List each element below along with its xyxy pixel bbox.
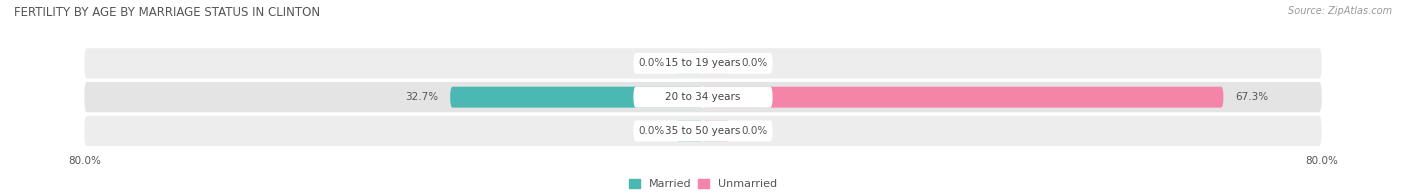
FancyBboxPatch shape bbox=[450, 87, 703, 108]
FancyBboxPatch shape bbox=[633, 121, 773, 141]
FancyBboxPatch shape bbox=[84, 48, 1322, 79]
Text: 0.0%: 0.0% bbox=[742, 126, 768, 136]
FancyBboxPatch shape bbox=[703, 53, 730, 74]
Text: 35 to 50 years: 35 to 50 years bbox=[665, 126, 741, 136]
FancyBboxPatch shape bbox=[676, 53, 703, 74]
FancyBboxPatch shape bbox=[703, 121, 730, 141]
FancyBboxPatch shape bbox=[84, 82, 1322, 112]
FancyBboxPatch shape bbox=[633, 87, 773, 108]
Text: 0.0%: 0.0% bbox=[638, 58, 665, 68]
FancyBboxPatch shape bbox=[703, 87, 1223, 108]
Legend: Married, Unmarried: Married, Unmarried bbox=[624, 174, 782, 193]
FancyBboxPatch shape bbox=[676, 121, 703, 141]
FancyBboxPatch shape bbox=[633, 53, 773, 74]
Text: 20 to 34 years: 20 to 34 years bbox=[665, 92, 741, 102]
FancyBboxPatch shape bbox=[84, 116, 1322, 146]
Text: 15 to 19 years: 15 to 19 years bbox=[665, 58, 741, 68]
Text: FERTILITY BY AGE BY MARRIAGE STATUS IN CLINTON: FERTILITY BY AGE BY MARRIAGE STATUS IN C… bbox=[14, 6, 321, 19]
Text: 67.3%: 67.3% bbox=[1234, 92, 1268, 102]
Text: 32.7%: 32.7% bbox=[405, 92, 439, 102]
Text: Source: ZipAtlas.com: Source: ZipAtlas.com bbox=[1288, 6, 1392, 16]
Text: 0.0%: 0.0% bbox=[742, 58, 768, 68]
Text: 0.0%: 0.0% bbox=[638, 126, 665, 136]
